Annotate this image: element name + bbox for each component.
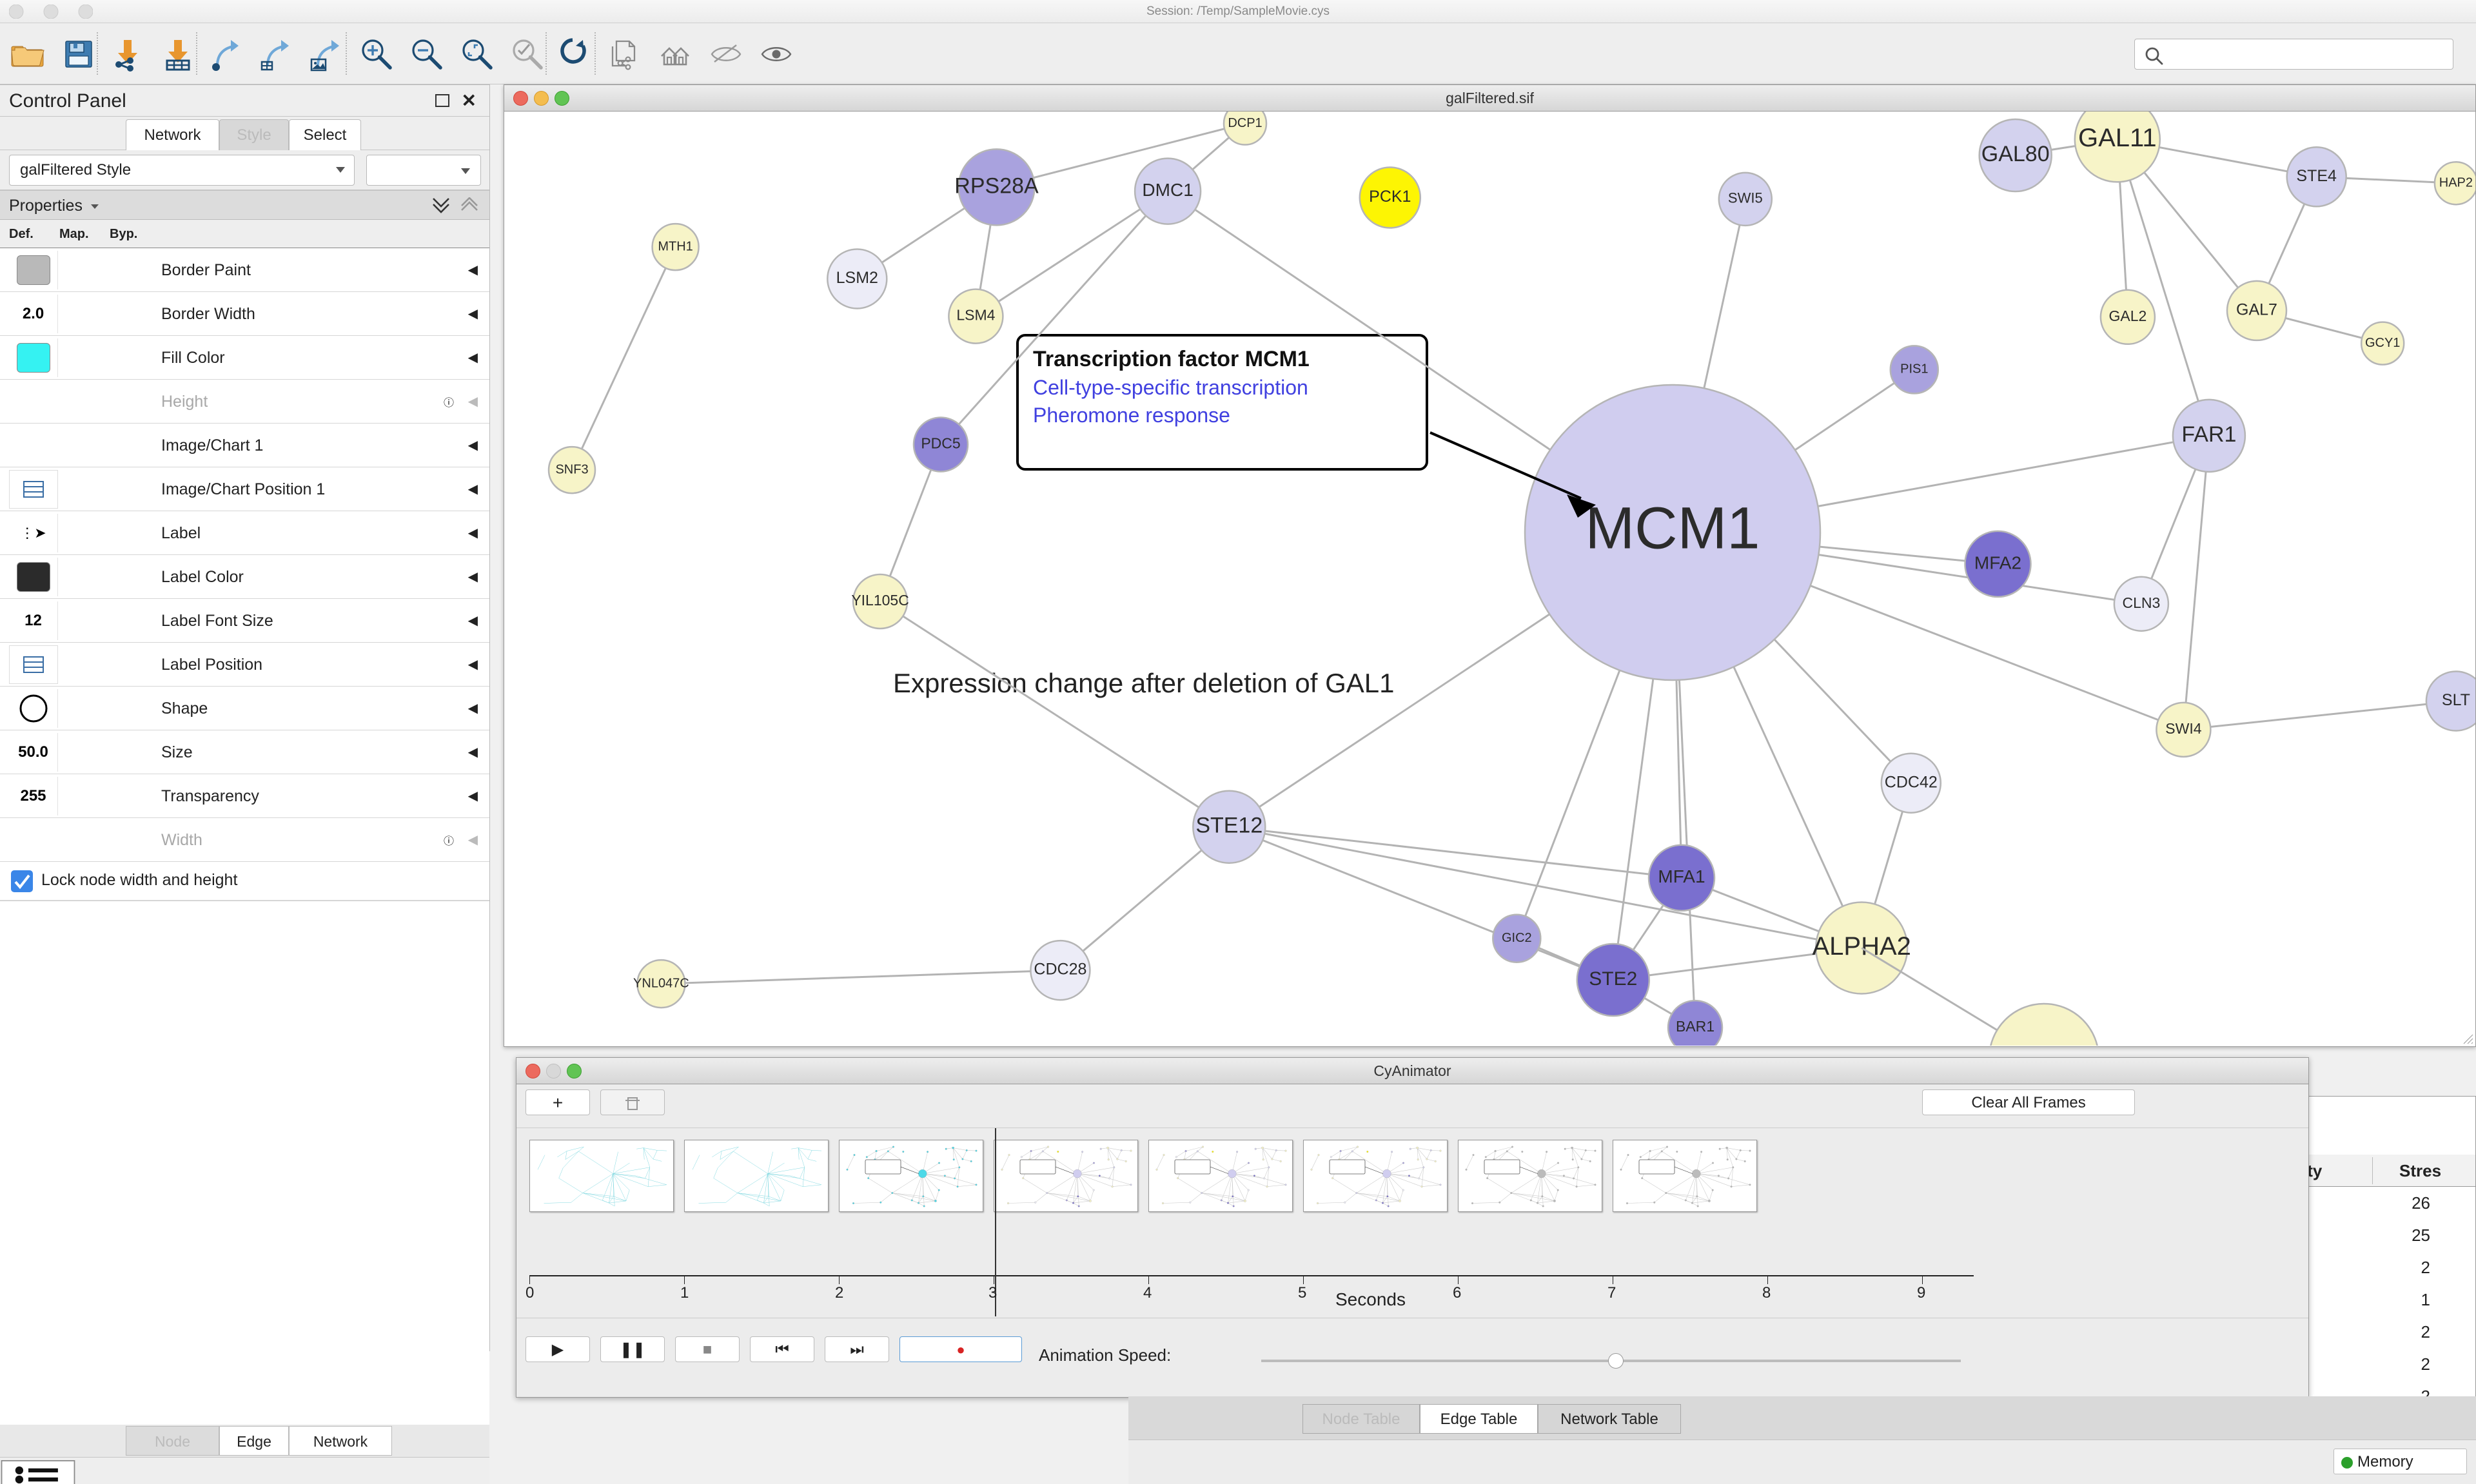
svg-text:PDC5: PDC5 <box>921 435 960 452</box>
svg-text:BAR1: BAR1 <box>1676 1018 1715 1035</box>
svg-text:MCM1: MCM1 <box>1586 495 1760 561</box>
svg-text:SWI5: SWI5 <box>1728 190 1763 206</box>
svg-text:TUP1: TUP1 <box>2016 1045 2072 1046</box>
svg-text:PIS1: PIS1 <box>1900 362 1928 376</box>
svg-text:YNL047C: YNL047C <box>633 976 689 990</box>
svg-text:CDC28: CDC28 <box>1034 961 1086 979</box>
svg-text:CLN3: CLN3 <box>2122 594 2160 611</box>
svg-text:LSM2: LSM2 <box>836 269 878 287</box>
svg-text:DMC1: DMC1 <box>1142 180 1193 200</box>
svg-text:ALPHA2: ALPHA2 <box>1812 932 1911 961</box>
svg-text:SWI4: SWI4 <box>2165 720 2201 737</box>
svg-text:GAL11: GAL11 <box>2078 124 2157 152</box>
svg-text:CDC42: CDC42 <box>1885 773 1938 791</box>
svg-text:MTH1: MTH1 <box>658 239 693 253</box>
svg-text:STE2: STE2 <box>1589 968 1637 990</box>
svg-text:HAP2: HAP2 <box>2439 175 2473 190</box>
svg-text:YIL105C: YIL105C <box>851 592 909 609</box>
svg-text:GAL80: GAL80 <box>1981 142 2050 166</box>
svg-text:STE4: STE4 <box>2296 167 2337 185</box>
svg-text:GAL2: GAL2 <box>2108 308 2147 324</box>
svg-text:PCK1: PCK1 <box>1369 188 1411 206</box>
svg-text:GCY1: GCY1 <box>2365 336 2400 350</box>
svg-text:GAL7: GAL7 <box>2236 301 2277 319</box>
svg-text:SLT: SLT <box>2442 691 2470 709</box>
svg-text:SNF3: SNF3 <box>555 462 588 476</box>
svg-text:LSM4: LSM4 <box>956 307 995 324</box>
svg-text:MFA1: MFA1 <box>1658 866 1705 886</box>
svg-text:STE12: STE12 <box>1195 814 1263 838</box>
svg-text:GIC2: GIC2 <box>1502 931 1532 945</box>
svg-text:MFA2: MFA2 <box>1974 552 2021 572</box>
svg-text:FAR1: FAR1 <box>2181 422 2236 447</box>
svg-text:RPS28A: RPS28A <box>954 173 1039 198</box>
svg-text:DCP1: DCP1 <box>1228 116 1262 130</box>
